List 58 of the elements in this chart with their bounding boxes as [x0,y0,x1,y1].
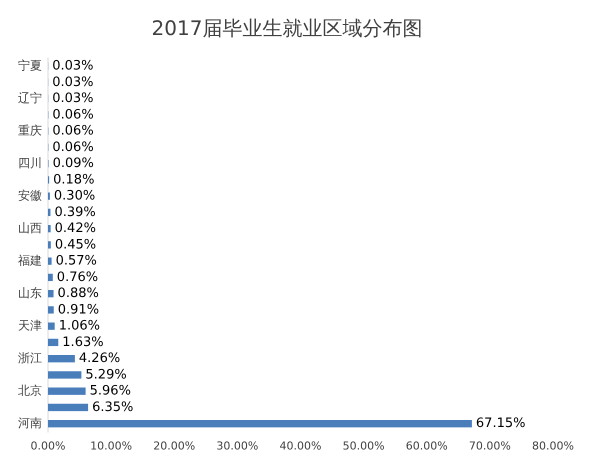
data-label: 0.30% [54,188,96,204]
data-label: 0.57% [56,254,97,269]
data-label: 0.09% [52,156,94,172]
x-tick-label: 60.00% [406,439,448,452]
bar [48,274,53,282]
bar [48,371,82,379]
y-tick-label: 浙江 [18,350,42,365]
bar [48,224,51,232]
x-tick-label: 30.00% [216,439,258,452]
bar [48,420,472,428]
y-tick-label: 北京 [18,383,42,398]
y-tick-label: 重庆 [18,123,42,138]
y-tick-label: 安徽 [18,188,42,202]
data-label: 1.06% [58,318,100,334]
x-tick-label: 50.00% [342,439,385,452]
y-tick-label: 山东 [18,286,42,300]
data-label: 4.26% [78,351,120,366]
data-label: 0.06% [52,107,94,122]
bar [48,404,88,412]
data-label: 0.88% [58,286,99,302]
bar [48,257,52,265]
data-label: 1.63% [62,334,104,350]
x-tick-label: 0.00% [30,439,66,452]
data-label: 0.03% [52,58,94,74]
x-tick-label: 40.00% [280,439,322,452]
data-label: 5.96% [90,384,131,399]
bar [48,355,75,362]
bar [48,306,54,314]
data-label: 0.18% [53,172,94,188]
data-label: 0.45% [54,237,96,252]
data-label: 0.42% [54,221,96,236]
data-label: 5.29% [85,367,127,382]
data-label: 0.76% [56,270,98,285]
x-tick-label: 80.00% [532,439,574,452]
y-tick-label: 宁夏 [18,58,42,72]
bar [48,338,58,346]
x-tick-label: 70.00% [468,439,511,452]
data-label: 0.91% [58,302,100,318]
data-label: 0.03% [52,74,94,90]
chart-title: 2017届毕业生就业区域分布图 [152,16,422,40]
x-tick-label: 10.00% [90,439,132,452]
x-tick-label: 20.00% [153,439,196,452]
bar [48,290,54,298]
data-label: 0.06% [52,124,94,139]
data-label: 0.06% [52,140,94,155]
bar [48,322,55,330]
data-label: 0.39% [54,204,96,220]
y-tick-label: 天津 [18,318,42,332]
data-label: 0.03% [52,91,94,106]
y-tick-label: 四川 [18,156,42,170]
y-tick-label: 河南 [18,416,42,430]
bar [48,241,51,249]
data-label: 6.35% [92,400,134,415]
y-tick-label: 福建 [18,253,42,268]
y-tick-label: 山西 [18,220,42,235]
y-tick-label: 辽宁 [18,90,42,105]
bar [48,388,86,395]
data-label: 67.15% [476,416,526,432]
